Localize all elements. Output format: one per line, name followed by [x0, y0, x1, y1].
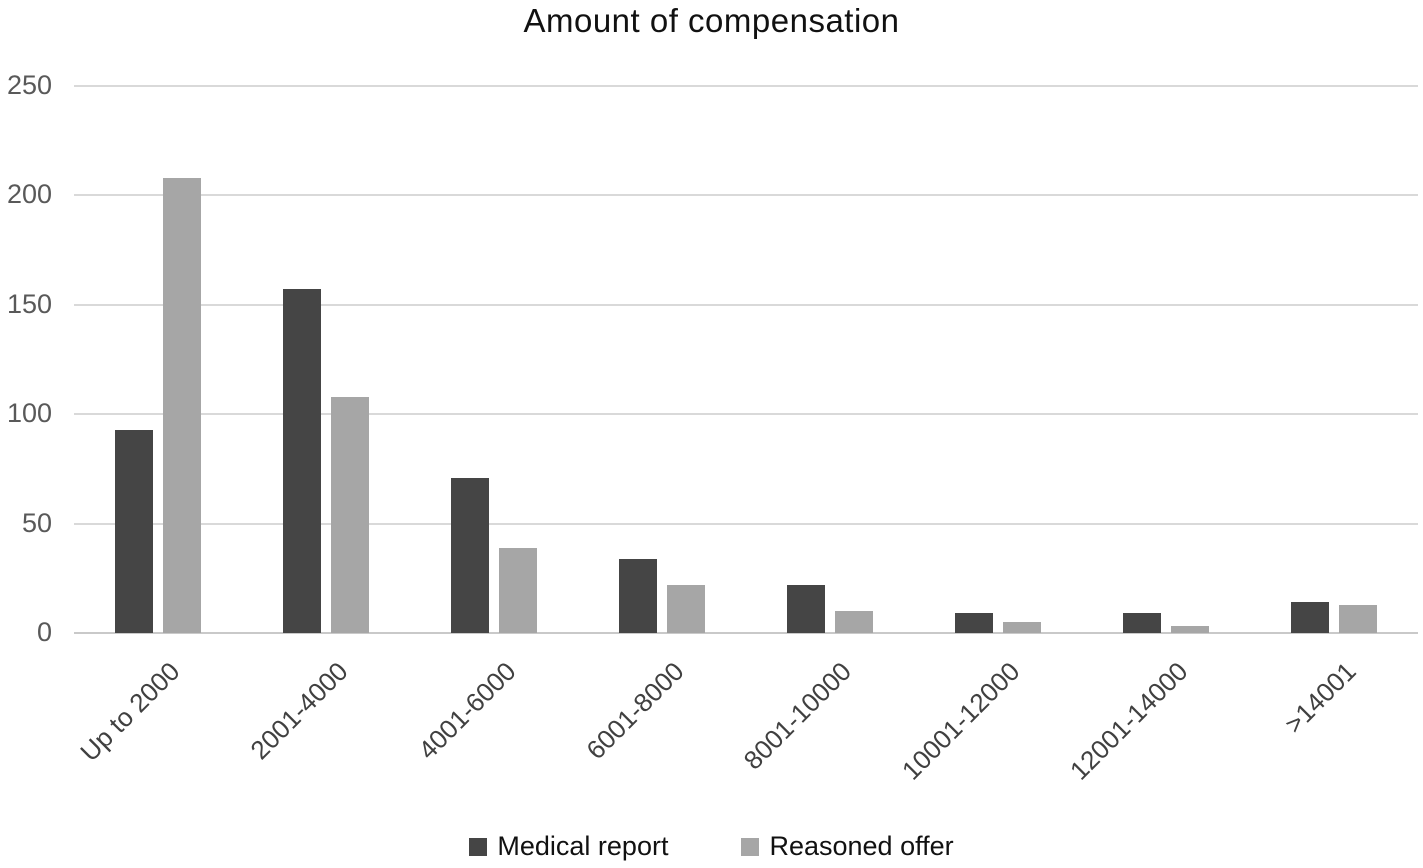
x-category-label: >14001	[1278, 656, 1362, 740]
x-category-label: 10001-12000	[895, 656, 1026, 786]
gridline	[74, 522, 1418, 525]
bar-medical-report	[451, 477, 489, 633]
bar-reasoned-offer	[499, 547, 537, 633]
bar-medical-report	[955, 613, 993, 633]
bar-groups	[74, 86, 1418, 633]
x-category-label: 12001-14000	[1063, 656, 1194, 786]
y-tick-label: 150	[6, 288, 52, 319]
y-tick-label: 200	[6, 179, 52, 210]
y-tick-label: 100	[6, 398, 52, 429]
x-category-label: 4001-6000	[412, 656, 522, 766]
bar-medical-report	[1291, 602, 1329, 633]
legend-swatch-medical-report	[469, 837, 488, 856]
gridline	[74, 413, 1418, 416]
bar-group	[1250, 86, 1418, 633]
x-axis-line	[74, 632, 1418, 634]
bar-reasoned-offer	[835, 611, 873, 633]
bar-group	[578, 86, 746, 633]
bar-reasoned-offer	[1171, 626, 1209, 633]
bar-medical-report	[1123, 613, 1161, 633]
bar-reasoned-offer	[163, 177, 201, 633]
gridline	[74, 194, 1418, 197]
legend-item-reasoned-offer: Reasoned offer	[741, 831, 954, 862]
bar-reasoned-offer	[331, 396, 369, 633]
bar-medical-report	[787, 584, 825, 633]
bar-reasoned-offer	[1339, 604, 1377, 633]
bar-medical-report	[115, 429, 153, 633]
x-category-label: Up to 2000	[74, 656, 186, 768]
bar-reasoned-offer	[667, 584, 705, 633]
bar-medical-report	[283, 289, 321, 633]
bar-group	[74, 86, 242, 633]
y-axis: 0 50 100 150 200 250	[0, 72, 52, 646]
bar-group	[914, 86, 1082, 633]
legend-label-reasoned-offer: Reasoned offer	[769, 831, 954, 861]
plot-area	[74, 85, 1418, 634]
legend-label-medical-report: Medical report	[497, 831, 669, 861]
gridline	[74, 85, 1418, 87]
x-category-label: 6001-8000	[580, 656, 690, 766]
gridline	[74, 303, 1418, 306]
bar-group	[746, 86, 914, 633]
bar-group	[410, 86, 578, 633]
bar-reasoned-offer	[1003, 622, 1041, 633]
y-tick-label: 50	[21, 507, 52, 538]
chart-title: Amount of compensation	[523, 2, 900, 39]
bar-group	[1082, 86, 1250, 633]
legend-swatch-reasoned-offer	[741, 837, 760, 856]
x-category-label: 2001-4000	[244, 656, 354, 766]
legend-item-medical-report: Medical report	[469, 831, 668, 862]
x-category-label: 8001-10000	[737, 656, 858, 776]
y-tick-label: 250	[6, 70, 52, 100]
bar-group	[242, 86, 410, 633]
chart-legend: Medical report Reasoned offer	[0, 831, 1423, 862]
y-tick-label: 0	[36, 617, 52, 647]
bar-medical-report	[619, 558, 657, 633]
